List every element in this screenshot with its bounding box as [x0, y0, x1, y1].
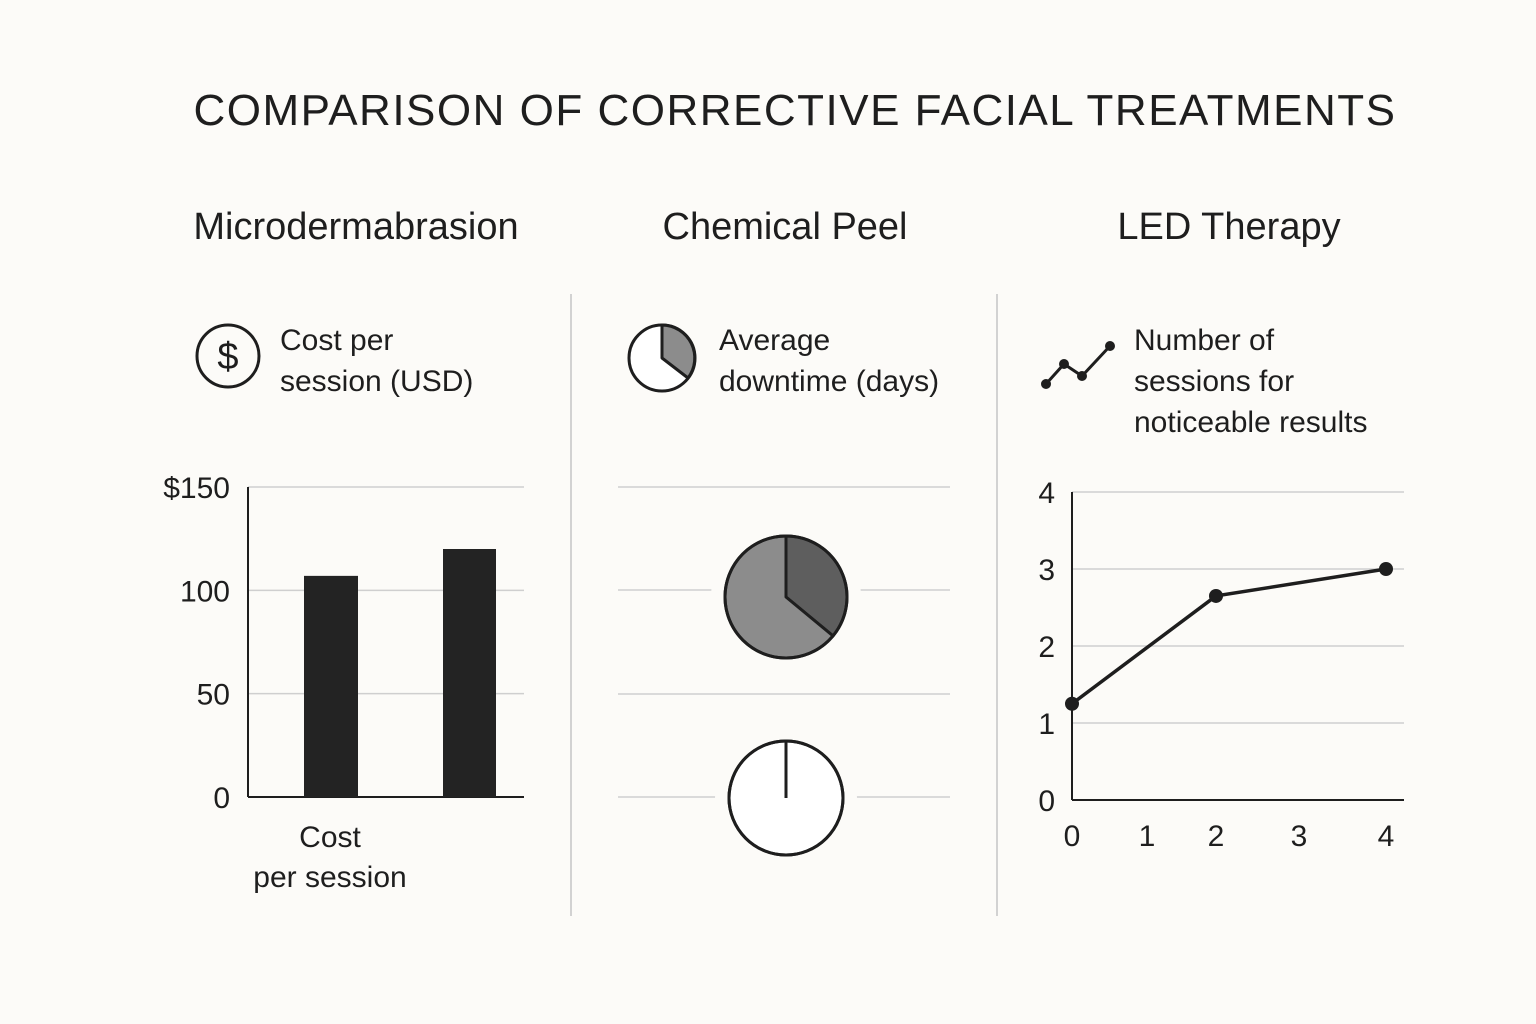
y-tick-label: 0 [1038, 785, 1055, 818]
y-tick-label: 4 [1038, 477, 1055, 510]
dollar-glyph: $ [217, 336, 238, 378]
pie-outline [723, 534, 849, 660]
metric-label-sessions: Number of sessions for noticeable result… [1134, 320, 1367, 443]
x-tick-label: 2 [1208, 820, 1225, 853]
dollar-icon: $ [195, 323, 261, 389]
metric-line: session (USD) [280, 365, 474, 398]
y-tick-label: 100 [180, 575, 230, 608]
bar-x-axis-label: Cost per session [230, 818, 430, 898]
column-title-microdermabrasion: Microdermabrasion [193, 206, 519, 248]
column-title-led-therapy: LED Therapy [1117, 206, 1341, 248]
y-tick-label: 0 [213, 782, 230, 815]
y-tick-label: 1 [1038, 708, 1055, 741]
series-line [1070, 567, 1387, 706]
bar [443, 549, 496, 797]
y-tick-label: 2 [1038, 631, 1055, 664]
page-title: COMPARISON OF CORRECTIVE FACIAL TREATMEN… [193, 86, 1397, 135]
data-point [1379, 562, 1393, 576]
x-tick-label: 4 [1378, 820, 1395, 853]
metric-label-cost: Cost per session (USD) [280, 320, 473, 402]
metric-line: Cost per [280, 324, 394, 357]
y-tick-label: 3 [1038, 554, 1055, 587]
metric-line: Number of [1134, 324, 1275, 357]
metric-line: sessions for [1134, 365, 1295, 398]
x-label-line: per session [253, 861, 407, 894]
data-point [1065, 696, 1079, 711]
x-tick-label: 3 [1291, 820, 1308, 853]
metric-line: noticeable results [1134, 406, 1368, 439]
column-divider [996, 294, 998, 916]
pie-charts-downtime [618, 486, 950, 869]
y-tick-label: 50 [197, 679, 230, 712]
bar-chart-cost: $150 100 50 0 [163, 472, 524, 815]
column-divider [570, 294, 572, 916]
column-title-chemical-peel: Chemical Peel [662, 206, 908, 248]
metric-line: Average [719, 324, 831, 357]
pie-icon [627, 323, 697, 393]
metric-label-downtime: Average downtime (days) [719, 320, 939, 402]
line-chart-icon [1041, 341, 1115, 389]
x-tick-label: 1 [1139, 820, 1156, 853]
x-tick-label: 0 [1064, 820, 1081, 853]
x-label-line: Cost [299, 821, 361, 854]
bar [304, 575, 358, 797]
data-point [1209, 588, 1223, 603]
line-chart-sessions: 4 3 2 1 00 1 2 3 4 [1038, 477, 1404, 853]
y-tick-label: $150 [163, 472, 230, 505]
metric-line: downtime (days) [719, 365, 940, 398]
